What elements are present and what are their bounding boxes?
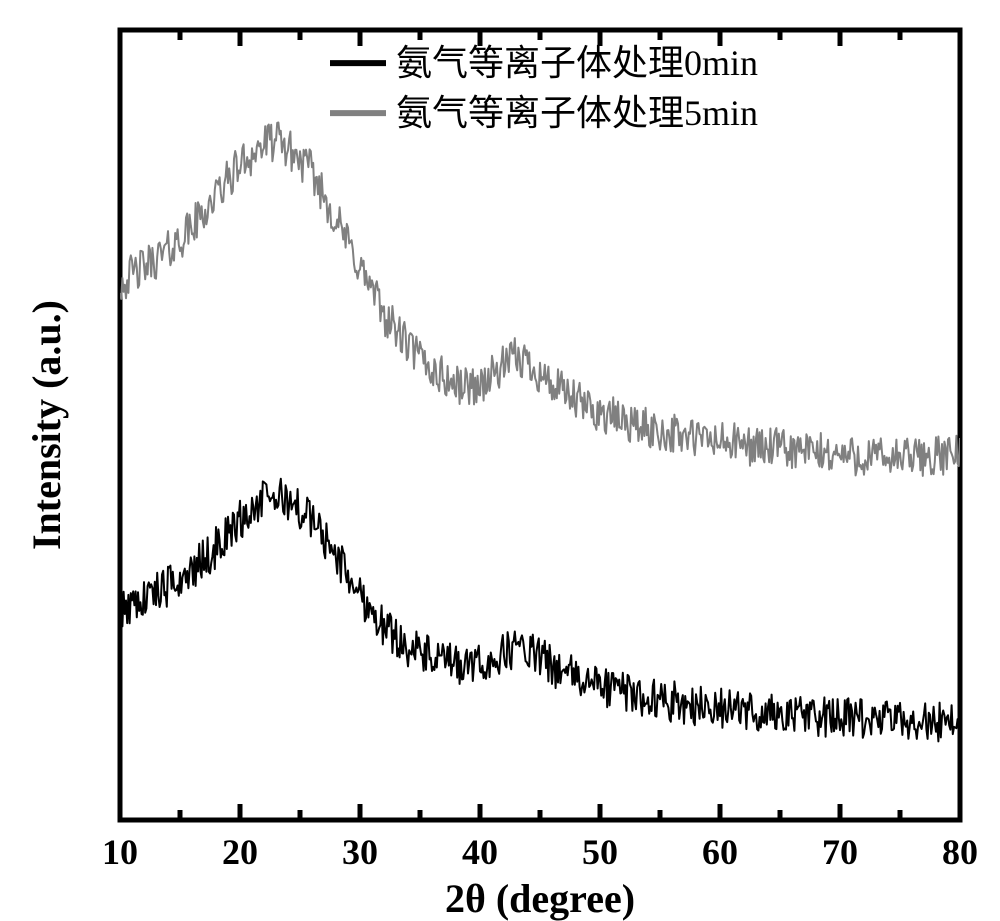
x-tick-label: 10 xyxy=(102,832,138,872)
x-tick-label: 80 xyxy=(942,832,978,872)
x-tick-label: 20 xyxy=(222,832,258,872)
legend: 氨气等离子体处理0min 氨气等离子体处理5min xyxy=(330,43,758,133)
x-tick-label: 50 xyxy=(582,832,618,872)
series-5min xyxy=(120,123,960,476)
x-tick-label: 60 xyxy=(702,832,738,872)
x-tick-label: 70 xyxy=(822,832,858,872)
y-axis-label: Intensity (a.u.) xyxy=(24,300,69,550)
plot-border xyxy=(120,30,960,820)
xrd-chart: 10 20 30 40 50 60 70 80 2θ (degree) Intensity (a.… xyxy=(0,0,1000,921)
series-0min xyxy=(120,479,960,742)
legend-label: 氨气等离子体处理5min xyxy=(396,93,758,133)
x-axis-label: 2θ (degree) xyxy=(445,876,635,921)
x-tick-label: 40 xyxy=(462,832,498,872)
x-tick-label: 30 xyxy=(342,832,378,872)
legend-label: 氨气等离子体处理0min xyxy=(396,43,758,83)
plot-series-group xyxy=(120,123,960,742)
